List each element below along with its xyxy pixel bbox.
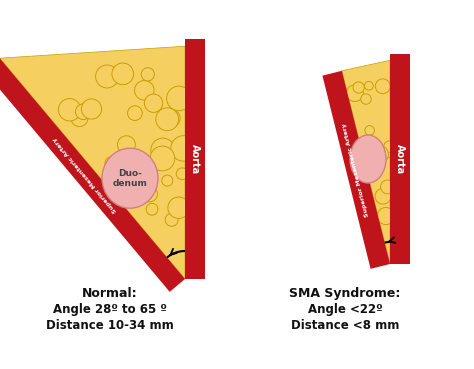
Circle shape (156, 108, 179, 131)
Circle shape (365, 81, 373, 90)
Circle shape (375, 188, 391, 204)
Circle shape (112, 63, 134, 85)
Circle shape (162, 175, 173, 186)
Text: Superior Mesenteric Artery: Superior Mesenteric Artery (52, 137, 118, 214)
Circle shape (135, 80, 154, 100)
Circle shape (150, 146, 175, 171)
Circle shape (367, 166, 380, 180)
Circle shape (141, 68, 155, 81)
Circle shape (142, 186, 157, 202)
Text: Aorta: Aorta (395, 144, 405, 174)
Circle shape (151, 138, 175, 162)
Ellipse shape (350, 135, 386, 183)
Text: Distance <8 mm: Distance <8 mm (291, 319, 399, 332)
Polygon shape (0, 58, 185, 292)
Circle shape (346, 85, 364, 101)
Circle shape (158, 111, 173, 127)
Bar (185, 39, 205, 279)
Text: Superior Mesenteric Artery: Superior Mesenteric Artery (342, 123, 370, 217)
Circle shape (162, 109, 180, 127)
Circle shape (105, 157, 118, 169)
Polygon shape (322, 71, 390, 269)
Text: Aorta: Aorta (190, 144, 200, 174)
Text: Normal:: Normal: (82, 287, 138, 300)
Circle shape (118, 136, 136, 154)
Circle shape (362, 146, 380, 163)
Text: Duo-
denum: Duo- denum (112, 169, 147, 188)
Circle shape (96, 65, 118, 88)
Polygon shape (0, 46, 185, 279)
Circle shape (176, 168, 188, 180)
Bar (390, 54, 410, 264)
Circle shape (365, 125, 374, 135)
Polygon shape (342, 60, 390, 264)
Ellipse shape (102, 148, 158, 208)
Text: Distance 10-34 mm: Distance 10-34 mm (46, 319, 174, 332)
Text: Angle 28º to 65 º: Angle 28º to 65 º (53, 303, 167, 316)
Circle shape (371, 146, 388, 163)
Circle shape (375, 79, 390, 94)
Circle shape (171, 136, 196, 161)
Circle shape (75, 104, 91, 120)
Circle shape (165, 213, 178, 226)
Circle shape (128, 106, 142, 120)
Circle shape (58, 99, 81, 121)
Circle shape (377, 207, 394, 225)
Text: Angle <22º: Angle <22º (308, 303, 383, 316)
Circle shape (146, 203, 158, 215)
Circle shape (370, 149, 384, 163)
Circle shape (384, 147, 395, 158)
Circle shape (384, 141, 395, 152)
Circle shape (167, 86, 191, 111)
Text: SMA Syndrome:: SMA Syndrome: (289, 287, 401, 300)
Circle shape (145, 94, 163, 113)
Circle shape (353, 82, 364, 93)
Circle shape (381, 180, 394, 194)
Circle shape (82, 99, 101, 119)
Circle shape (168, 197, 189, 218)
Circle shape (361, 94, 371, 104)
Circle shape (71, 110, 88, 127)
